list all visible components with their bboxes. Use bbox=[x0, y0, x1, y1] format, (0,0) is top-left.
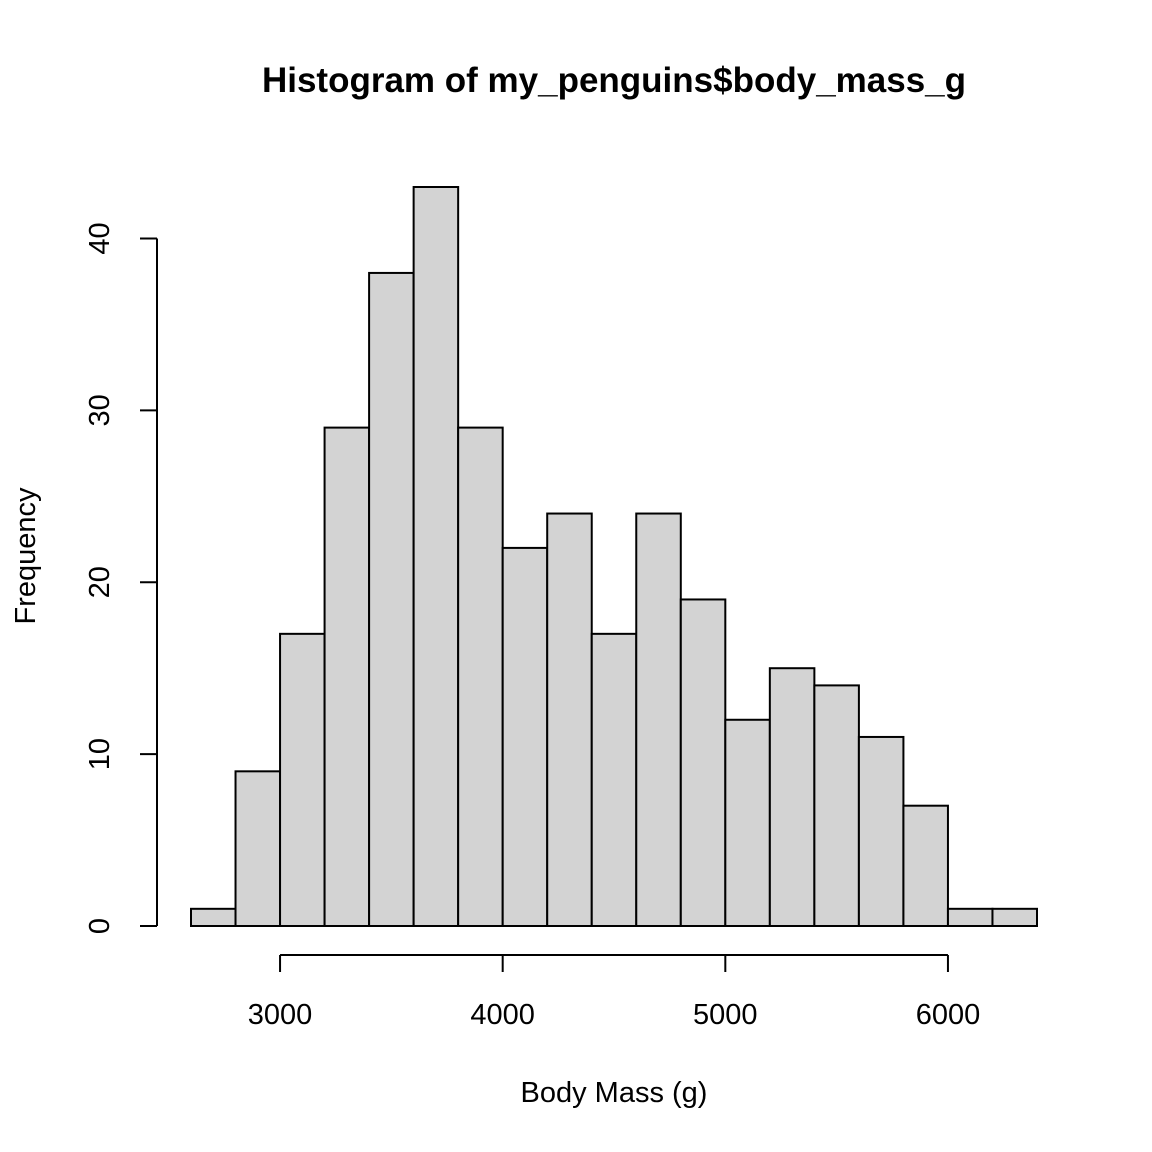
histogram-bar bbox=[190, 907, 237, 928]
y-tick-label: 30 bbox=[84, 394, 116, 426]
x-axis-title: Body Mass (g) bbox=[521, 1077, 708, 1109]
histogram-bar bbox=[991, 907, 1039, 928]
chart-title: Histogram of my_penguins$body_mass_g bbox=[262, 61, 966, 100]
y-axis: 0 10 20 30 40 bbox=[84, 222, 158, 934]
x-tick-label: 3000 bbox=[248, 999, 313, 1031]
x-tick-label: 6000 bbox=[916, 999, 981, 1031]
histogram-bar bbox=[412, 186, 460, 927]
y-axis-title: Frequency bbox=[10, 487, 42, 625]
y-tick-label: 10 bbox=[84, 738, 116, 770]
x-axis: 3000 4000 5000 6000 bbox=[248, 954, 981, 1031]
histogram-bar bbox=[635, 512, 682, 928]
histogram-bar bbox=[279, 632, 326, 927]
x-tick-label: 5000 bbox=[693, 999, 758, 1031]
y-tick-label: 20 bbox=[84, 566, 116, 598]
bars-group bbox=[190, 186, 1039, 928]
histogram-bar bbox=[546, 512, 593, 928]
histogram-bar bbox=[234, 770, 282, 927]
y-tick-label: 40 bbox=[84, 222, 116, 254]
histogram-bar bbox=[724, 718, 771, 928]
histogram-bar bbox=[768, 667, 816, 927]
histogram-bar bbox=[323, 426, 371, 927]
histogram-bar bbox=[679, 598, 727, 927]
histogram-bar bbox=[501, 546, 549, 927]
histogram-bar bbox=[946, 907, 994, 928]
histogram-bar bbox=[457, 426, 504, 927]
histogram-bar bbox=[590, 632, 638, 927]
x-tick-label: 4000 bbox=[470, 999, 535, 1031]
histogram-bar bbox=[368, 271, 415, 927]
y-tick-label: 0 bbox=[84, 918, 116, 934]
histogram-bar bbox=[902, 804, 949, 928]
histogram-bar bbox=[813, 684, 860, 927]
histogram-bar bbox=[857, 735, 905, 927]
